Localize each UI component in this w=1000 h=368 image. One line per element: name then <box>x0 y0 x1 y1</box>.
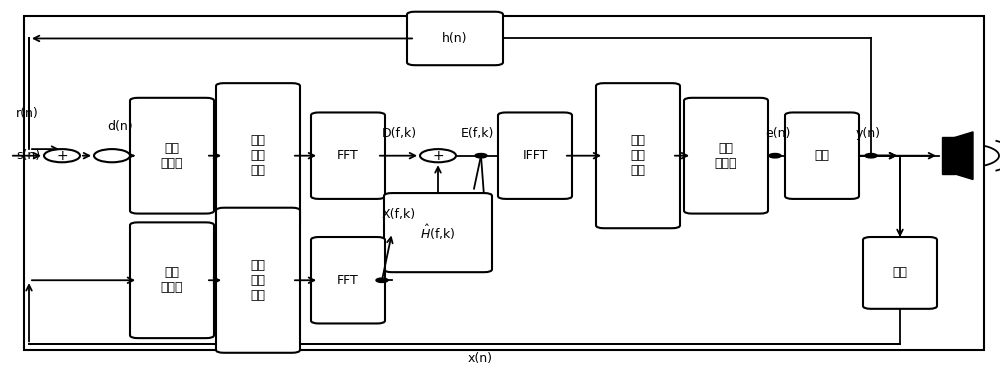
Text: 信号
预加重: 信号 预加重 <box>161 142 183 170</box>
Text: 信号
去加重: 信号 去加重 <box>715 142 737 170</box>
Text: y(n): y(n) <box>856 127 881 140</box>
FancyBboxPatch shape <box>311 237 385 323</box>
Text: $\hat{H}$(f,k): $\hat{H}$(f,k) <box>420 223 456 242</box>
Circle shape <box>769 153 781 158</box>
Text: x(n): x(n) <box>468 352 492 365</box>
FancyBboxPatch shape <box>216 208 300 353</box>
Text: +: + <box>56 149 68 163</box>
Text: 移频: 移频 <box>814 149 830 162</box>
Text: 子带
分析
滤波: 子带 分析 滤波 <box>250 259 266 302</box>
Polygon shape <box>955 132 973 180</box>
Circle shape <box>44 149 80 162</box>
Circle shape <box>376 278 388 283</box>
Text: 子带
合成
滤波: 子带 合成 滤波 <box>631 134 646 177</box>
FancyBboxPatch shape <box>863 237 937 309</box>
Text: e(n): e(n) <box>765 127 790 140</box>
Text: FFT: FFT <box>337 274 359 287</box>
FancyBboxPatch shape <box>130 98 214 213</box>
Text: IFFT: IFFT <box>522 149 548 162</box>
Text: D(f,k): D(f,k) <box>382 127 417 140</box>
Text: s(n): s(n) <box>16 149 40 162</box>
FancyBboxPatch shape <box>216 83 300 228</box>
Text: E(f,k): E(f,k) <box>461 127 494 140</box>
Circle shape <box>865 153 877 158</box>
FancyBboxPatch shape <box>407 12 503 65</box>
FancyBboxPatch shape <box>785 113 859 199</box>
Text: 子带
分析
滤波: 子带 分析 滤波 <box>250 134 266 177</box>
Circle shape <box>475 153 487 158</box>
FancyBboxPatch shape <box>384 193 492 272</box>
Text: FFT: FFT <box>337 149 359 162</box>
Text: 延时: 延时 <box>893 266 908 279</box>
Circle shape <box>420 149 456 162</box>
FancyBboxPatch shape <box>596 83 680 228</box>
FancyBboxPatch shape <box>498 113 572 199</box>
Text: X(f,k): X(f,k) <box>382 208 416 221</box>
FancyBboxPatch shape <box>684 98 768 213</box>
Text: 信号
预加重: 信号 预加重 <box>161 266 183 294</box>
Bar <box>942 137 955 174</box>
FancyBboxPatch shape <box>311 113 385 199</box>
Text: +: + <box>432 149 444 163</box>
Text: h(n): h(n) <box>442 32 468 45</box>
FancyBboxPatch shape <box>130 222 214 338</box>
Text: d(n): d(n) <box>107 120 133 133</box>
Text: r(n): r(n) <box>16 107 39 120</box>
Circle shape <box>94 149 130 162</box>
